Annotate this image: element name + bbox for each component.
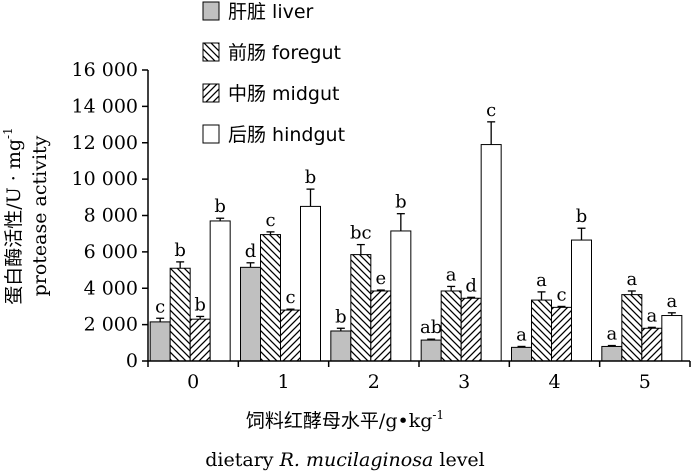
bar <box>571 239 592 362</box>
y-tick-label: 8 000 <box>84 205 138 227</box>
x-axis-label-cn-sup: -1 <box>432 408 444 422</box>
significance-label: b <box>174 240 186 261</box>
significance-label: a <box>666 291 677 312</box>
bar <box>260 234 281 362</box>
bar <box>209 220 231 362</box>
significance-label: a <box>646 305 657 326</box>
x-tick-label: 3 <box>458 371 470 393</box>
bar <box>330 330 352 362</box>
significance-label: a <box>516 324 527 345</box>
bar <box>641 327 663 362</box>
y-tick-label: 6 000 <box>84 241 138 263</box>
bar <box>420 339 442 362</box>
legend: 肝脏 liver 前肠 foregut 中肠 midgut 后肠 hindgut <box>202 1 345 146</box>
significance-label: e <box>376 268 387 289</box>
significance-label: a <box>446 264 457 285</box>
significance-label: b <box>395 192 407 213</box>
bar <box>169 267 191 362</box>
bar <box>189 318 211 362</box>
y-axis: 0 2 000 4 000 6 000 8 000 10 000 12 000 14 000 1… <box>72 59 149 372</box>
x-axis: 0 1 2 3 4 5 <box>147 360 691 393</box>
x-axis-label-en: dietary R. mucilaginosa level <box>205 449 485 471</box>
bar <box>480 144 502 362</box>
bar <box>300 205 321 362</box>
y-axis-label-en: protease activity <box>29 135 51 296</box>
significance-label: c <box>486 100 496 121</box>
significance-label: c <box>285 287 295 308</box>
significance-label: a <box>606 324 617 345</box>
bar <box>460 297 482 362</box>
bar <box>511 346 532 362</box>
bar <box>280 309 301 362</box>
significance-label: a <box>536 270 547 291</box>
significance-label: ab <box>420 317 442 338</box>
legend-swatch <box>202 1 220 21</box>
y-tick-label: 0 <box>126 350 138 372</box>
significance-label: b <box>305 167 317 188</box>
significance-label: b <box>194 294 206 315</box>
legend-label: 前肠 foregut <box>228 42 341 64</box>
y-tick-label: 14 000 <box>72 95 138 117</box>
bar <box>390 230 412 362</box>
bar <box>350 254 372 362</box>
significance-label: b <box>214 196 226 217</box>
bar <box>661 315 683 362</box>
legend-label: 肝脏 liver <box>228 1 314 23</box>
bar <box>621 294 643 362</box>
bar <box>149 321 171 362</box>
y-axis-label-cn: 蛋白酶活性/U · mg-1 <box>1 127 25 304</box>
x-tick-label: 5 <box>639 371 651 393</box>
legend-swatch <box>202 42 220 62</box>
x-tick-label: 1 <box>277 371 289 393</box>
legend-label: 后肠 hindgut <box>228 124 345 146</box>
y-tick-label: 12 000 <box>72 132 138 154</box>
bar <box>551 306 572 362</box>
legend-swatch <box>202 124 220 144</box>
bar <box>370 290 392 362</box>
significance-label: a <box>626 269 637 290</box>
bar <box>531 299 552 362</box>
significance-label: b <box>576 206 588 227</box>
y-tick-label: 10 000 <box>72 168 138 190</box>
x-tick-label: 4 <box>548 371 560 393</box>
bar <box>601 345 623 362</box>
x-tick-label: 0 <box>187 371 199 393</box>
y-tick-label: 16 000 <box>72 59 138 81</box>
significance-label: c <box>556 284 566 305</box>
x-tick-label: 2 <box>368 371 380 393</box>
significance-label: c <box>155 296 165 317</box>
significance-label: d <box>465 275 477 296</box>
significance-label: c <box>265 210 275 231</box>
significance-label: b <box>335 306 347 327</box>
legend-label: 中肠 midgut <box>228 83 339 105</box>
significance-label: d <box>245 241 257 262</box>
y-tick-label: 4 000 <box>84 277 138 299</box>
bar <box>440 290 462 362</box>
y-tick-label: 2 000 <box>84 314 138 336</box>
x-axis-label-cn: 饲料红酵母水平/g•kg-1 <box>246 408 444 432</box>
significance-label: bc <box>350 223 372 244</box>
bar <box>240 266 261 362</box>
legend-swatch <box>202 83 220 103</box>
